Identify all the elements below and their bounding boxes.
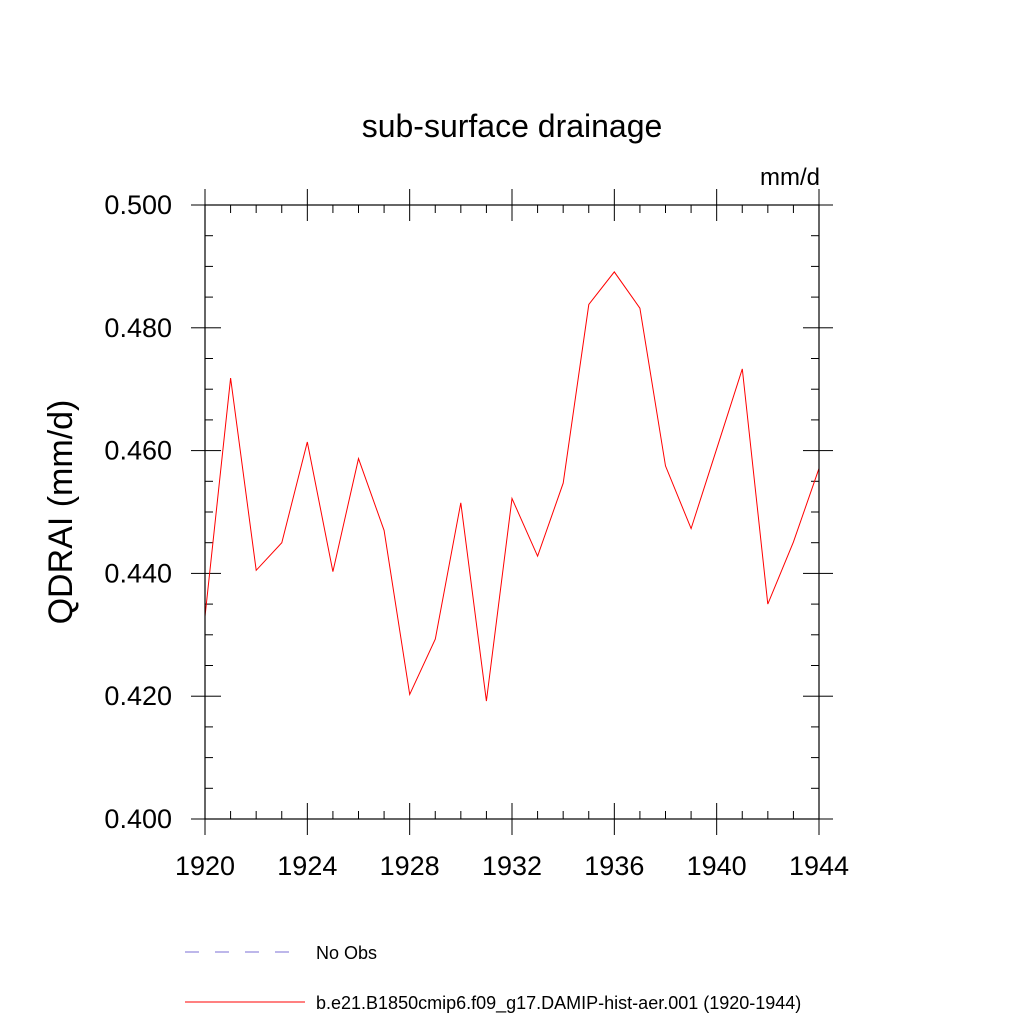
y-tick-label: 0.500 bbox=[104, 190, 172, 220]
plot-frame bbox=[204, 204, 820, 820]
chart-title: sub-surface drainage bbox=[362, 108, 663, 144]
legend-entry: No Obs bbox=[185, 943, 377, 963]
units-label: mm/d bbox=[760, 164, 820, 191]
axis-ticks bbox=[191, 189, 833, 835]
x-tick-label: 1920 bbox=[175, 851, 235, 881]
x-tick-label: 1928 bbox=[380, 851, 440, 881]
series-line-0 bbox=[204, 271, 820, 702]
x-tick-label: 1936 bbox=[584, 851, 644, 881]
y-tick-label: 0.400 bbox=[104, 804, 172, 834]
series-lines bbox=[204, 271, 820, 702]
y-tick-label: 0.460 bbox=[104, 436, 172, 466]
x-tick-label: 1940 bbox=[687, 851, 747, 881]
y-tick-labels: 0.400 0.420 0.440 0.460 0.480 0.500 bbox=[104, 190, 172, 834]
y-axis-label: QDRAI (mm/d) bbox=[42, 400, 80, 625]
y-tick-label: 0.420 bbox=[104, 681, 172, 711]
x-tick-labels: 1920 1924 1928 1932 1936 1940 1944 bbox=[175, 851, 849, 881]
legend-label: b.e21.B1850cmip6.f09_g17.DAMIP-hist-aer.… bbox=[316, 993, 801, 1014]
y-tick-label: 0.480 bbox=[104, 313, 172, 343]
legend-entry: b.e21.B1850cmip6.f09_g17.DAMIP-hist-aer.… bbox=[185, 993, 801, 1014]
x-tick-label: 1924 bbox=[277, 851, 337, 881]
legend-label: No Obs bbox=[316, 943, 377, 963]
y-tick-label: 0.440 bbox=[104, 558, 172, 588]
x-tick-label: 1932 bbox=[482, 851, 542, 881]
x-tick-label: 1944 bbox=[789, 851, 849, 881]
legend: No Obs b.e21.B1850cmip6.f09_g17.DAMIP-his… bbox=[185, 943, 801, 1014]
